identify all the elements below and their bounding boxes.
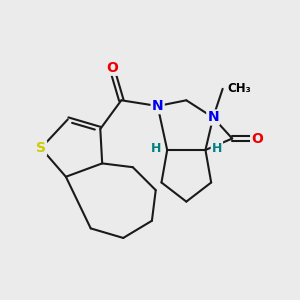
Text: O: O (106, 61, 118, 75)
Text: N: N (152, 99, 164, 113)
Text: N: N (207, 110, 219, 124)
Text: O: O (251, 131, 263, 146)
Text: N: N (152, 99, 164, 113)
Text: CH₃: CH₃ (227, 82, 251, 95)
Text: H: H (212, 142, 222, 154)
Text: S: S (36, 141, 46, 155)
Text: H: H (151, 142, 161, 154)
